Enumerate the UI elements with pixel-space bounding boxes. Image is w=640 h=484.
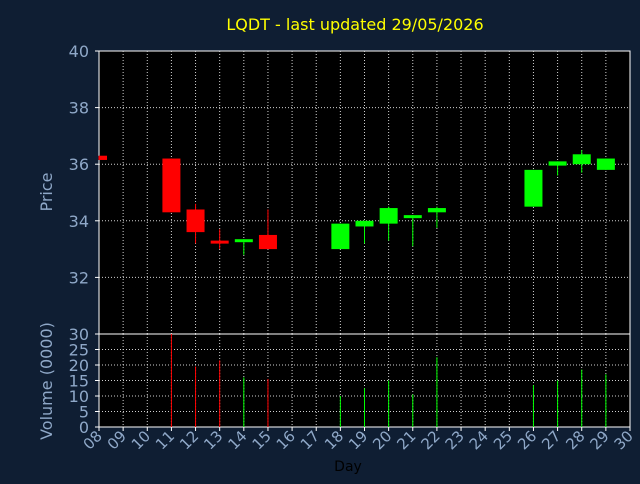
candle bbox=[524, 169, 543, 207]
price-tick-label: 34 bbox=[69, 212, 89, 231]
candle bbox=[162, 158, 181, 213]
volume-tick-label: 0 bbox=[79, 418, 89, 437]
candle-body bbox=[258, 234, 277, 250]
candle-body bbox=[524, 169, 543, 207]
price-tick-label: 30 bbox=[69, 325, 89, 344]
price-tick-label: 40 bbox=[69, 42, 89, 61]
volume-tick-label: 25 bbox=[69, 341, 89, 360]
candle-body bbox=[331, 223, 350, 250]
candle-body bbox=[210, 240, 229, 244]
candle bbox=[258, 209, 277, 250]
candle bbox=[596, 158, 615, 170]
x-ticks: 0809101112131415161718192021222324252627… bbox=[80, 427, 637, 453]
candle bbox=[98, 155, 107, 160]
candle bbox=[355, 220, 374, 244]
volume-tick-label: 10 bbox=[69, 387, 89, 406]
candle-body bbox=[548, 161, 567, 166]
candle bbox=[427, 206, 446, 228]
candle bbox=[234, 239, 253, 255]
chart-title: LQDT - last updated 29/05/2026 bbox=[226, 15, 483, 34]
price-tick-label: 38 bbox=[69, 99, 89, 118]
volume-grid bbox=[99, 334, 630, 427]
candle-body bbox=[355, 220, 374, 227]
candlesticks bbox=[98, 150, 615, 255]
candle bbox=[548, 161, 567, 176]
volume-tick-label: 15 bbox=[69, 372, 89, 391]
x-axis-label: Day bbox=[334, 459, 362, 475]
candle bbox=[403, 215, 422, 247]
candle-body bbox=[379, 208, 398, 224]
candle-body bbox=[572, 154, 591, 165]
candle-body bbox=[403, 215, 422, 219]
price-axis-label: Price bbox=[37, 172, 56, 211]
candle bbox=[331, 223, 350, 250]
price-tick-label: 36 bbox=[69, 155, 89, 174]
candle bbox=[572, 150, 591, 173]
candle bbox=[186, 203, 205, 244]
volume-tick-label: 20 bbox=[69, 356, 89, 375]
price-panel: 30 32 34 36 38 40 Price bbox=[37, 42, 631, 344]
candle-body bbox=[186, 209, 205, 233]
volume-bars bbox=[170, 334, 607, 427]
candle-body bbox=[99, 155, 107, 160]
price-tick-label: 32 bbox=[69, 268, 89, 287]
candle bbox=[379, 206, 398, 241]
volume-axis-label: Volume (0000) bbox=[37, 322, 56, 440]
candle-body bbox=[234, 239, 253, 243]
candle-body bbox=[162, 158, 181, 213]
candle-body bbox=[427, 208, 446, 213]
price-y-ticks: 30 32 34 36 38 40 bbox=[69, 42, 99, 344]
candle-body bbox=[596, 158, 615, 170]
candle bbox=[210, 229, 229, 250]
volume-tick-label: 5 bbox=[79, 403, 89, 422]
